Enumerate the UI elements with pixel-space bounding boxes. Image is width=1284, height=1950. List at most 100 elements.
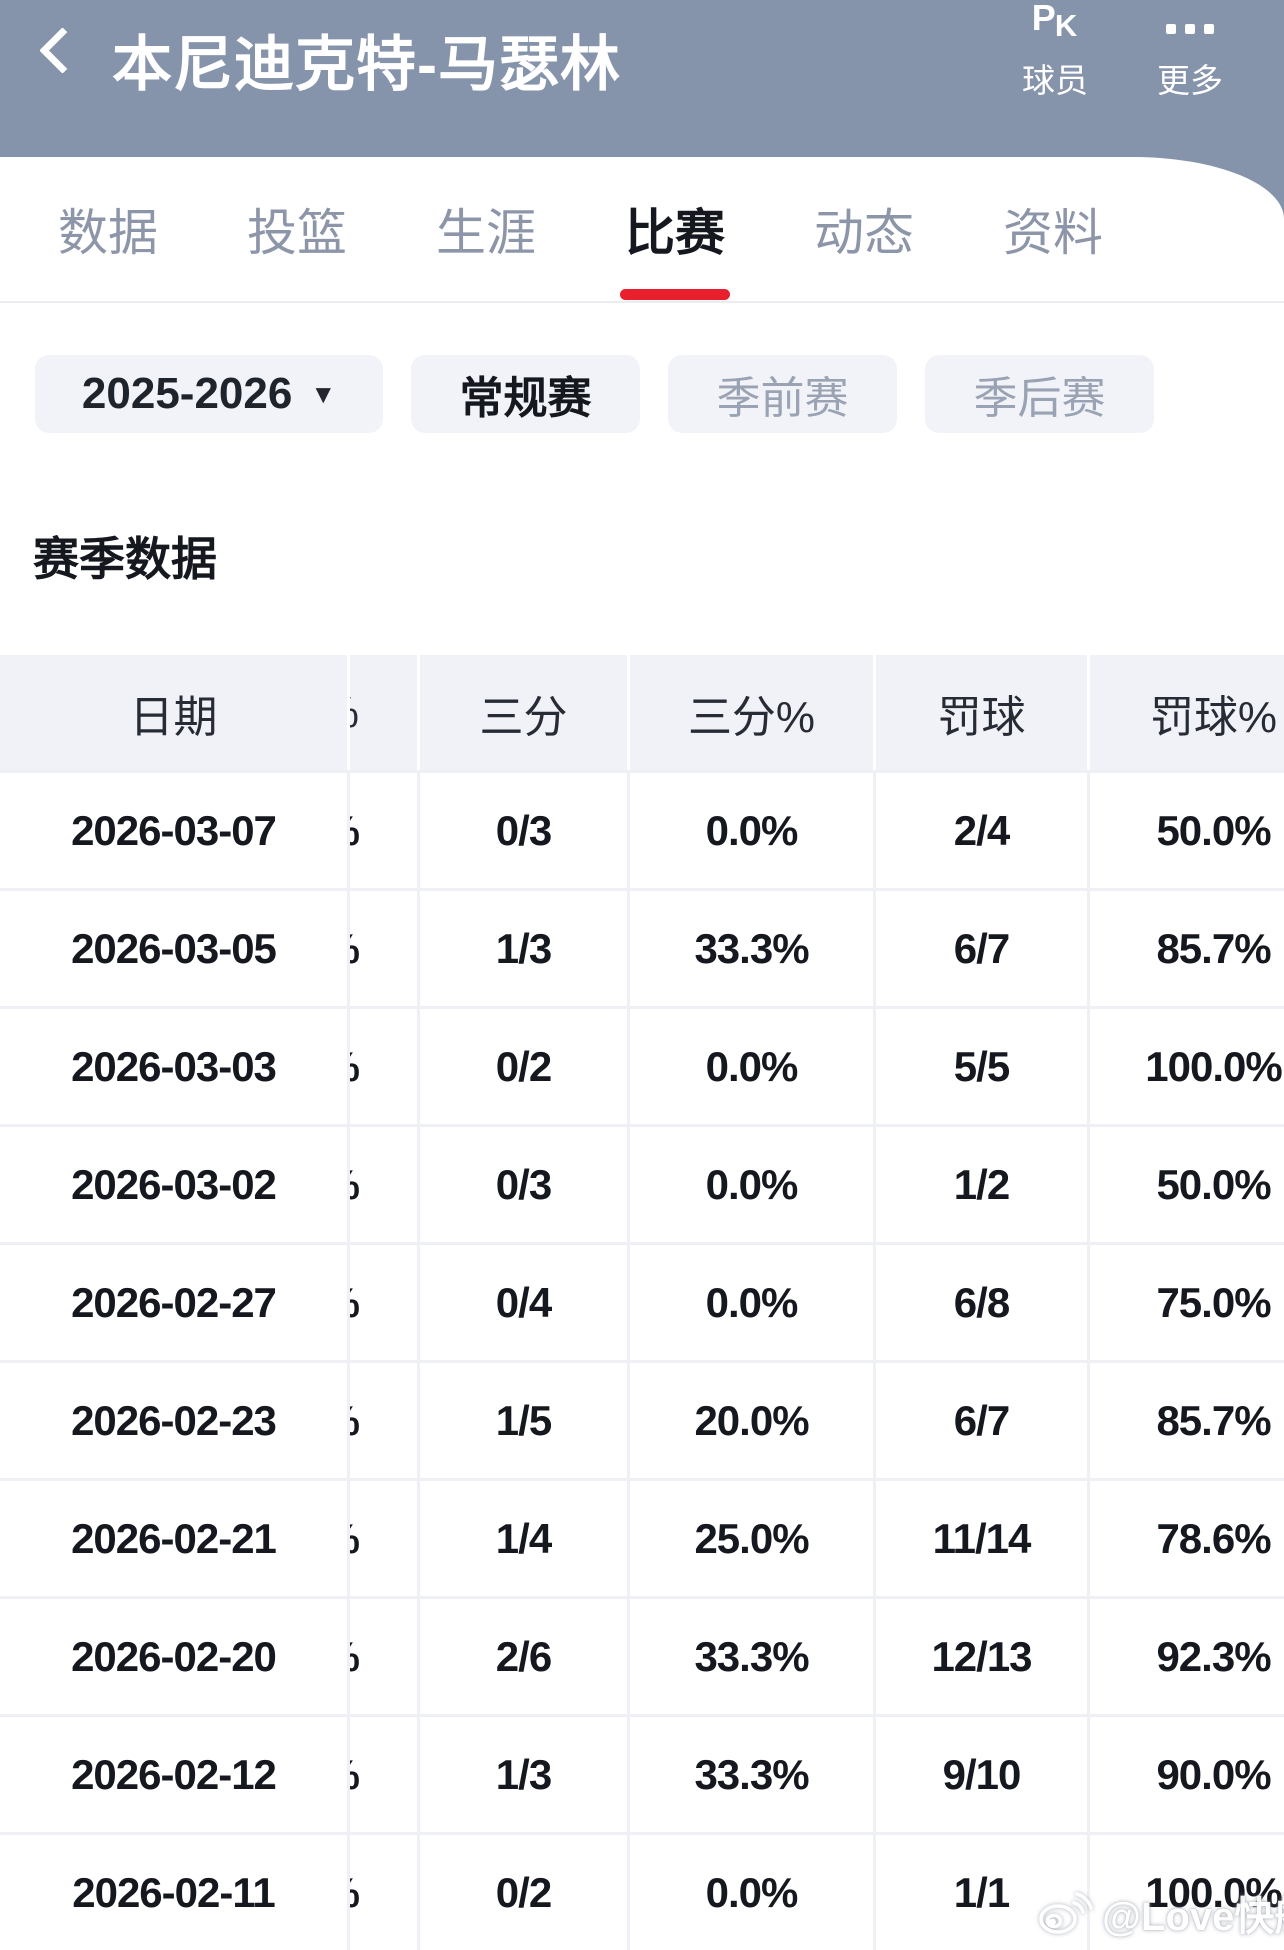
three-pct-cell: 0.0% bbox=[627, 1242, 873, 1360]
more-button[interactable]: 更多 bbox=[1130, 0, 1250, 102]
date-cell: 2026-02-27 bbox=[0, 1242, 347, 1360]
back-chevron-icon bbox=[39, 27, 86, 74]
ft-pct-cell: 92.3% bbox=[1087, 1596, 1284, 1714]
ft-cell: 6/8 bbox=[873, 1242, 1087, 1360]
more-label: 更多 bbox=[1157, 62, 1223, 99]
three-pct-cell: 0.0% bbox=[627, 770, 873, 888]
clipped-cell: % bbox=[347, 1596, 417, 1714]
clipped-cell: % bbox=[347, 770, 417, 888]
ft-pct-cell: 50.0% bbox=[1087, 1124, 1284, 1242]
pk-player-label: 球员 bbox=[1022, 62, 1088, 99]
filter-preseason[interactable]: 季前赛 bbox=[668, 355, 897, 433]
ft-pct-cell: 85.7% bbox=[1087, 1360, 1284, 1478]
page-title: 本尼迪克特-马瑟林 bbox=[112, 31, 621, 98]
ft-pct-cell: 75.0% bbox=[1087, 1242, 1284, 1360]
table-row[interactable]: 2026-02-20 % 2/6 33.3% 12/13 92.3% bbox=[0, 1596, 1284, 1714]
clipped-cell: % bbox=[347, 1832, 417, 1950]
caret-down-icon: ▼ bbox=[310, 378, 337, 409]
ft-pct-cell: 85.7% bbox=[1087, 888, 1284, 1006]
clipped-percent-fragment: % bbox=[350, 1043, 360, 1091]
ft-pct-cell: 100.0% bbox=[1087, 1832, 1284, 1950]
three-cell: 1/4 bbox=[417, 1478, 627, 1596]
date-cell: 2026-02-20 bbox=[0, 1596, 347, 1714]
ft-cell: 12/13 bbox=[873, 1596, 1087, 1714]
clipped-percent-fragment: % bbox=[350, 1161, 360, 1209]
filter-regular-season[interactable]: 常规赛 bbox=[411, 355, 640, 433]
back-button[interactable] bbox=[39, 27, 86, 74]
clipped-cell: % bbox=[347, 1006, 417, 1124]
clipped-cell: % bbox=[347, 1124, 417, 1242]
three-pct-cell: 0.0% bbox=[627, 1124, 873, 1242]
three-cell: 0/4 bbox=[417, 1242, 627, 1360]
ellipsis-icon bbox=[1166, 0, 1214, 52]
pk-icon: PK bbox=[1031, 0, 1078, 43]
filter-row: 2025-2026 ▼ 常规赛 季前赛 季后赛 bbox=[35, 355, 1154, 433]
three-cell: 2/6 bbox=[417, 1596, 627, 1714]
table-row[interactable]: 2026-03-02 % 0/3 0.0% 1/2 50.0% bbox=[0, 1124, 1284, 1242]
ft-cell: 9/10 bbox=[873, 1714, 1087, 1832]
clipped-cell: % bbox=[347, 1360, 417, 1478]
tab-data[interactable]: 数据 bbox=[58, 205, 158, 261]
table-row[interactable]: 2026-03-03 % 0/2 0.0% 5/5 100.0% bbox=[0, 1006, 1284, 1124]
clipped-percent-fragment: % bbox=[350, 1869, 360, 1917]
date-cell: 2026-02-21 bbox=[0, 1478, 347, 1596]
clipped-percent-fragment: % bbox=[350, 925, 360, 973]
table-row[interactable]: 2026-03-07 % 0/3 0.0% 2/4 50.0% bbox=[0, 770, 1284, 888]
three-cell: 0/2 bbox=[417, 1832, 627, 1950]
tab-news[interactable]: 动态 bbox=[814, 205, 914, 261]
clipped-percent-fragment: % bbox=[350, 1515, 360, 1563]
column-header-ft-pct: 罚球% bbox=[1087, 655, 1284, 770]
three-cell: 1/3 bbox=[417, 1714, 627, 1832]
ft-cell: 1/1 bbox=[873, 1832, 1087, 1950]
three-cell: 1/3 bbox=[417, 888, 627, 1006]
clipped-percent-fragment: % bbox=[350, 1633, 360, 1681]
three-pct-cell: 33.3% bbox=[627, 888, 873, 1006]
clipped-percent-fragment: % bbox=[350, 807, 360, 855]
table-header-row: 日期 % 三分 三分% 罚球 罚球% bbox=[0, 655, 1284, 770]
table-row[interactable]: 2026-02-12 % 1/3 33.3% 9/10 90.0% bbox=[0, 1714, 1284, 1832]
tab-career[interactable]: 生涯 bbox=[436, 205, 536, 261]
season-dropdown[interactable]: 2025-2026 ▼ bbox=[35, 355, 383, 433]
watermark: @Love快船 bbox=[1036, 1884, 1284, 1942]
tab-bar: 数据 投篮 生涯 比赛 动态 资料 bbox=[0, 157, 1284, 303]
ft-pct-cell: 50.0% bbox=[1087, 770, 1284, 888]
three-pct-cell: 25.0% bbox=[627, 1478, 873, 1596]
clipped-percent-fragment: % bbox=[350, 1279, 360, 1327]
date-cell: 2026-03-02 bbox=[0, 1124, 347, 1242]
pk-player-button[interactable]: PK 球员 bbox=[995, 0, 1115, 102]
tab-profile[interactable]: 资料 bbox=[1003, 205, 1103, 261]
date-cell: 2026-02-12 bbox=[0, 1714, 347, 1832]
date-cell: 2026-03-05 bbox=[0, 888, 347, 1006]
three-pct-cell: 0.0% bbox=[627, 1006, 873, 1124]
watermark-text: @Love快船 bbox=[1102, 1895, 1284, 1939]
clipped-percent-fragment: % bbox=[350, 1397, 360, 1445]
filter-playoffs[interactable]: 季后赛 bbox=[925, 355, 1154, 433]
table-row[interactable]: 2026-02-27 % 0/4 0.0% 6/8 75.0% bbox=[0, 1242, 1284, 1360]
ft-cell: 2/4 bbox=[873, 770, 1087, 888]
tab-games[interactable]: 比赛 bbox=[625, 156, 725, 302]
ft-cell: 11/14 bbox=[873, 1478, 1087, 1596]
season-stats-table: 日期 % 三分 三分% 罚球 罚球% 2026-03-07 % 0/3 0.0%… bbox=[0, 655, 1284, 1950]
clipped-cell: % bbox=[347, 888, 417, 1006]
table-row[interactable]: 2026-02-23 % 1/5 20.0% 6/7 85.7% bbox=[0, 1360, 1284, 1478]
three-cell: 0/2 bbox=[417, 1006, 627, 1124]
clipped-percent-fragment: % bbox=[350, 688, 359, 738]
date-cell: 2026-03-07 bbox=[0, 770, 347, 888]
three-pct-cell: 33.3% bbox=[627, 1596, 873, 1714]
three-pct-cell: 0.0% bbox=[627, 1832, 873, 1950]
date-cell: 2026-03-03 bbox=[0, 1006, 347, 1124]
ft-cell: 6/7 bbox=[873, 1360, 1087, 1478]
three-cell: 0/3 bbox=[417, 770, 627, 888]
ft-cell: 6/7 bbox=[873, 888, 1087, 1006]
content-card: 数据 投篮 生涯 比赛 动态 资料 2025-2026 ▼ 常规赛 季前赛 季后… bbox=[0, 157, 1284, 1950]
three-pct-cell: 33.3% bbox=[627, 1714, 873, 1832]
tab-shooting[interactable]: 投篮 bbox=[247, 205, 347, 261]
weibo-icon bbox=[1039, 1892, 1093, 1934]
table-row[interactable]: 2026-03-05 % 1/3 33.3% 6/7 85.7% bbox=[0, 888, 1284, 1006]
table-row[interactable]: 2026-02-21 % 1/4 25.0% 11/14 78.6% bbox=[0, 1478, 1284, 1596]
column-header-ft: 罚球 bbox=[873, 655, 1087, 770]
clipped-cell: % bbox=[347, 1478, 417, 1596]
table-row[interactable]: 2026-02-11 % 0/2 0.0% 1/1 100.0% bbox=[0, 1832, 1284, 1950]
ft-cell: 1/2 bbox=[873, 1124, 1087, 1242]
clipped-cell: % bbox=[347, 1714, 417, 1832]
